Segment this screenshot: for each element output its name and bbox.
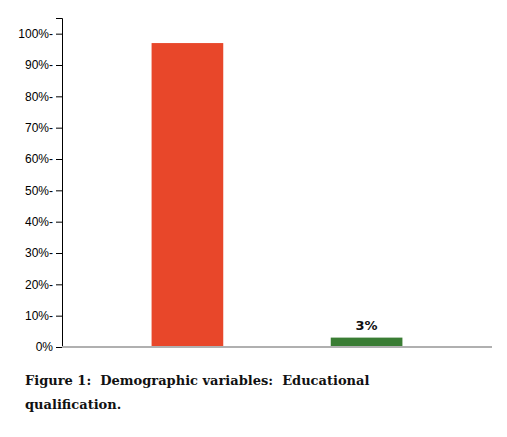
- bar: [331, 338, 403, 347]
- y-tick-label: 100%-: [18, 27, 53, 41]
- y-tick-mark: [56, 96, 62, 97]
- y-tick-mark: [56, 222, 62, 223]
- bar: [152, 43, 224, 347]
- y-tick: 90%-: [25, 58, 62, 72]
- y-axis-line: [56, 19, 63, 348]
- y-tick-label: 50%-: [25, 184, 53, 198]
- y-tick-label: 10%-: [25, 309, 53, 323]
- y-tick-mark: [56, 316, 62, 317]
- y-tick: 50%-: [25, 184, 62, 198]
- y-axis: 0% 10%- 20%- 30%- 40%- 50%- 60%- 70%- 80%- 90%- 10…: [18, 19, 62, 355]
- y-tick: 100%-: [18, 27, 62, 41]
- y-tick: 20%-: [25, 278, 62, 292]
- y-tick: 40%-: [25, 215, 62, 229]
- caption-line: qualification.: [25, 397, 121, 412]
- y-tick-mark: [56, 159, 62, 160]
- y-tick-mark: [56, 190, 62, 191]
- y-tick-label: 80%-: [25, 90, 53, 104]
- y-tick: 80%-: [25, 90, 62, 104]
- plot: 0% 10%- 20%- 30%- 40%- 50%- 60%- 70%- 80%- 90%- 10…: [18, 19, 492, 355]
- y-tick-label: 90%-: [25, 58, 53, 72]
- y-tick-mark: [56, 253, 62, 254]
- y-tick: 10%-: [25, 309, 62, 323]
- caption: Figure 1: Demographic variables: Educati…: [25, 373, 369, 412]
- data-label: 3%: [356, 318, 378, 333]
- y-tick: 60%-: [25, 152, 62, 166]
- chart: 0% 10%- 20%- 30%- 40%- 50%- 60%- 70%- 80%- 90%- 10…: [0, 0, 507, 437]
- y-tick-mark: [56, 284, 62, 285]
- y-tick-mark: [56, 34, 62, 35]
- y-tick-mark: [56, 347, 62, 348]
- y-tick: 70%-: [25, 121, 62, 135]
- y-tick-mark: [56, 65, 62, 66]
- bars: [152, 43, 403, 347]
- y-tick-label: 40%-: [25, 215, 53, 229]
- baseline: [62, 346, 492, 348]
- data-labels: 3%: [356, 318, 378, 333]
- y-tick-label: 30%-: [25, 246, 53, 260]
- caption-line: Figure 1: Demographic variables: Educati…: [25, 373, 369, 388]
- y-tick-label: 20%-: [25, 278, 53, 292]
- y-tick-label: 60%-: [25, 152, 53, 166]
- y-tick-label: 70%-: [25, 121, 53, 135]
- y-tick: 0%: [36, 340, 62, 354]
- y-tick-mark: [56, 128, 62, 129]
- y-tick-label: 0%: [36, 340, 54, 354]
- y-tick: 30%-: [25, 246, 62, 260]
